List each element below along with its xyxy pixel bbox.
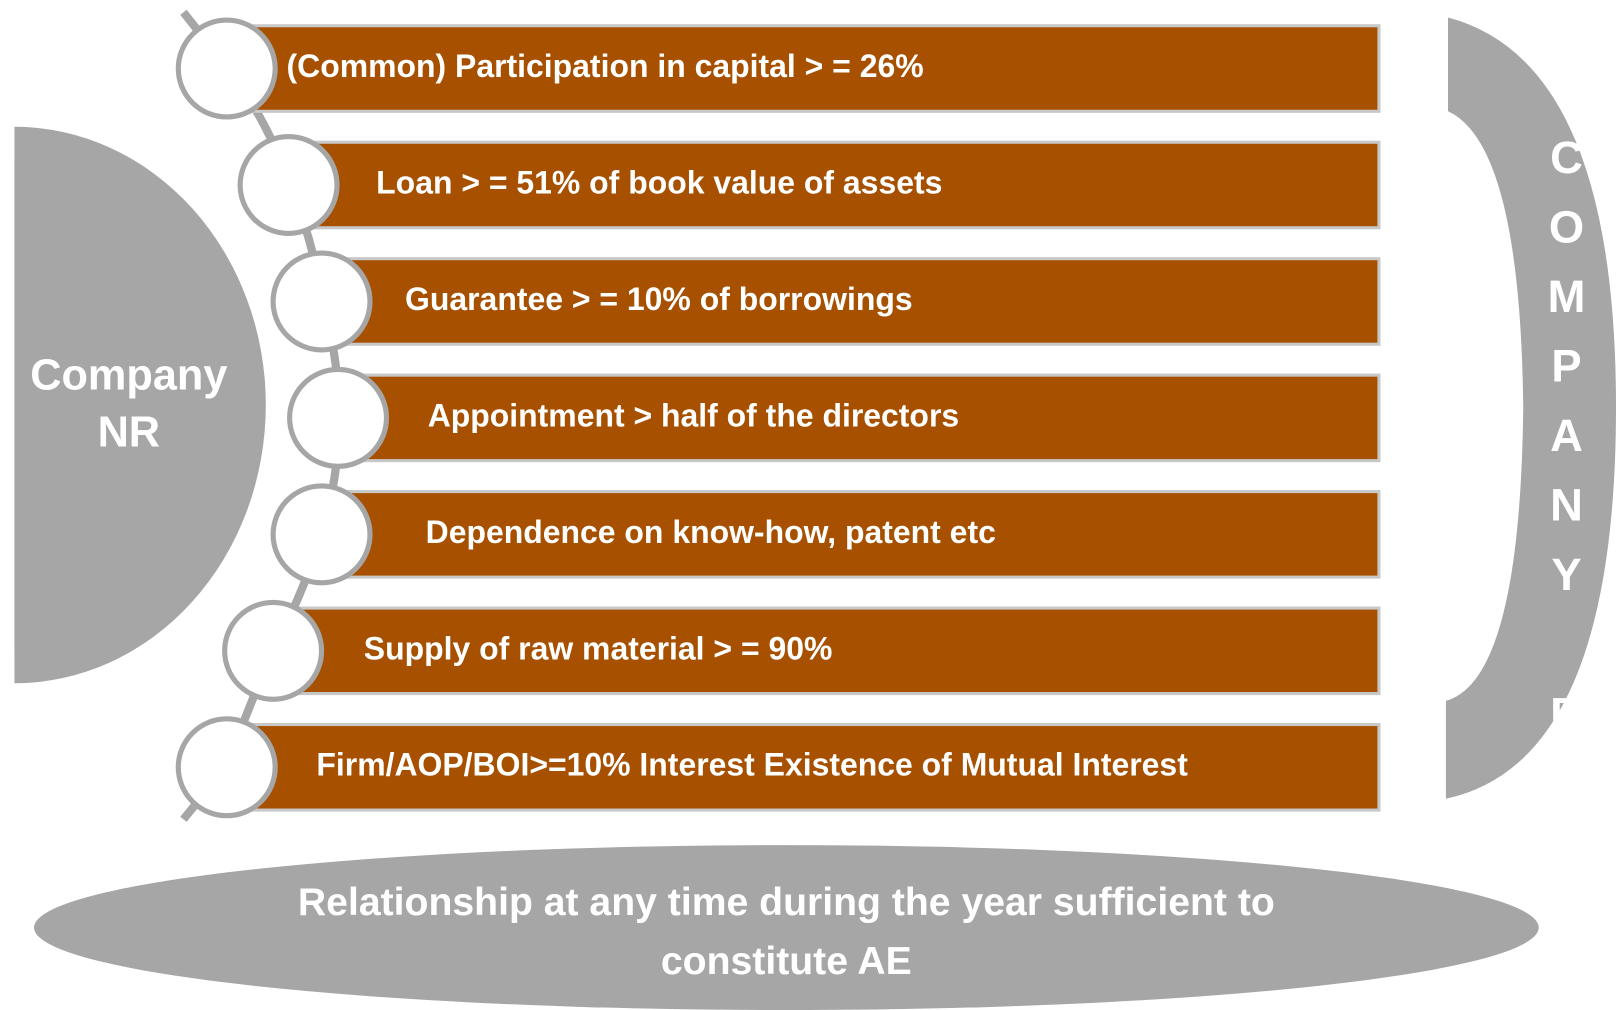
criterion-bullet <box>175 716 278 819</box>
right-entity-shape <box>1445 17 1616 799</box>
criterion-text: Dependence on know-how, patent etc <box>426 514 996 550</box>
left-entity-shape <box>14 126 266 684</box>
criteria: (Common) Participation in capital > = 26… <box>175 17 1381 819</box>
criterion-bar <box>297 140 1381 230</box>
left-entity-label: Company <box>30 352 227 400</box>
criterion-bullet <box>175 17 278 120</box>
criterion-bullet <box>237 133 340 237</box>
criterion-bar <box>235 722 1381 812</box>
right-entity-label: COMPANY B <box>1541 132 1592 758</box>
footer-text: Relationship at any time during the year… <box>298 881 1275 924</box>
criterion-text: Supply of raw material > = 90% <box>364 630 833 666</box>
criterion-text: Firm/AOP/BOI>=10% Interest Existence of … <box>316 747 1188 783</box>
criterion-text: Loan > = 51% of book value of assets <box>376 164 942 200</box>
criterion-bullet <box>222 599 325 702</box>
criterion-bullet <box>270 250 373 353</box>
criterion-bullet <box>287 366 390 469</box>
footer-text: constitute AE <box>661 940 912 983</box>
criterion-bullet <box>270 483 373 586</box>
criterion-text: Guarantee > = 10% of borrowings <box>405 281 913 317</box>
criterion-bar <box>330 490 1381 579</box>
criterion-bar <box>281 606 1381 696</box>
left-entity-label: NR <box>98 408 161 456</box>
criterion-text: Appointment > half of the directors <box>428 397 959 433</box>
footer-shape <box>34 845 1539 1010</box>
criterion-text: (Common) Participation in capital > = 26… <box>287 48 924 84</box>
